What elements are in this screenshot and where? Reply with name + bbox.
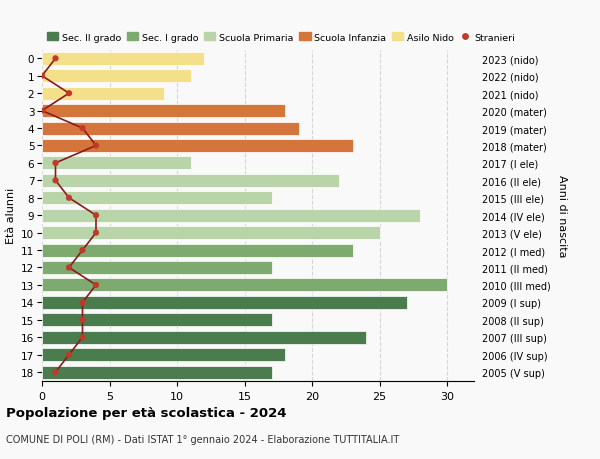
Bar <box>42 227 380 240</box>
Point <box>64 351 74 358</box>
Bar <box>42 105 285 118</box>
Bar <box>42 122 299 135</box>
Bar <box>42 296 407 309</box>
Point <box>78 125 88 133</box>
Bar <box>42 140 353 153</box>
Bar <box>42 279 447 292</box>
Point <box>91 212 101 219</box>
Text: Popolazione per età scolastica - 2024: Popolazione per età scolastica - 2024 <box>6 406 287 419</box>
Bar <box>42 88 164 101</box>
Point <box>51 56 61 63</box>
Bar <box>42 366 272 379</box>
Legend: Sec. II grado, Sec. I grado, Scuola Primaria, Scuola Infanzia, Asilo Nido, Stran: Sec. II grado, Sec. I grado, Scuola Prim… <box>47 34 515 43</box>
Point <box>51 177 61 185</box>
Text: COMUNE DI POLI (RM) - Dati ISTAT 1° gennaio 2024 - Elaborazione TUTTITALIA.IT: COMUNE DI POLI (RM) - Dati ISTAT 1° genn… <box>6 434 399 444</box>
Y-axis label: Età alunni: Età alunni <box>5 188 16 244</box>
Point <box>78 299 88 306</box>
Bar <box>42 70 191 83</box>
Bar <box>42 244 353 257</box>
Point <box>51 160 61 167</box>
Bar <box>42 157 191 170</box>
Y-axis label: Anni di nascita: Anni di nascita <box>557 174 567 257</box>
Point <box>51 369 61 376</box>
Point <box>64 90 74 98</box>
Point <box>78 247 88 254</box>
Bar <box>42 261 272 274</box>
Point <box>64 264 74 272</box>
Bar <box>42 331 366 344</box>
Point <box>91 282 101 289</box>
Point <box>78 334 88 341</box>
Bar <box>42 53 204 66</box>
Bar <box>42 209 420 222</box>
Point <box>37 73 47 80</box>
Point <box>64 195 74 202</box>
Bar <box>42 313 272 327</box>
Bar <box>42 192 272 205</box>
Point <box>91 142 101 150</box>
Point <box>91 230 101 237</box>
Bar <box>42 174 339 187</box>
Point <box>37 108 47 115</box>
Point <box>78 316 88 324</box>
Bar <box>42 348 285 361</box>
